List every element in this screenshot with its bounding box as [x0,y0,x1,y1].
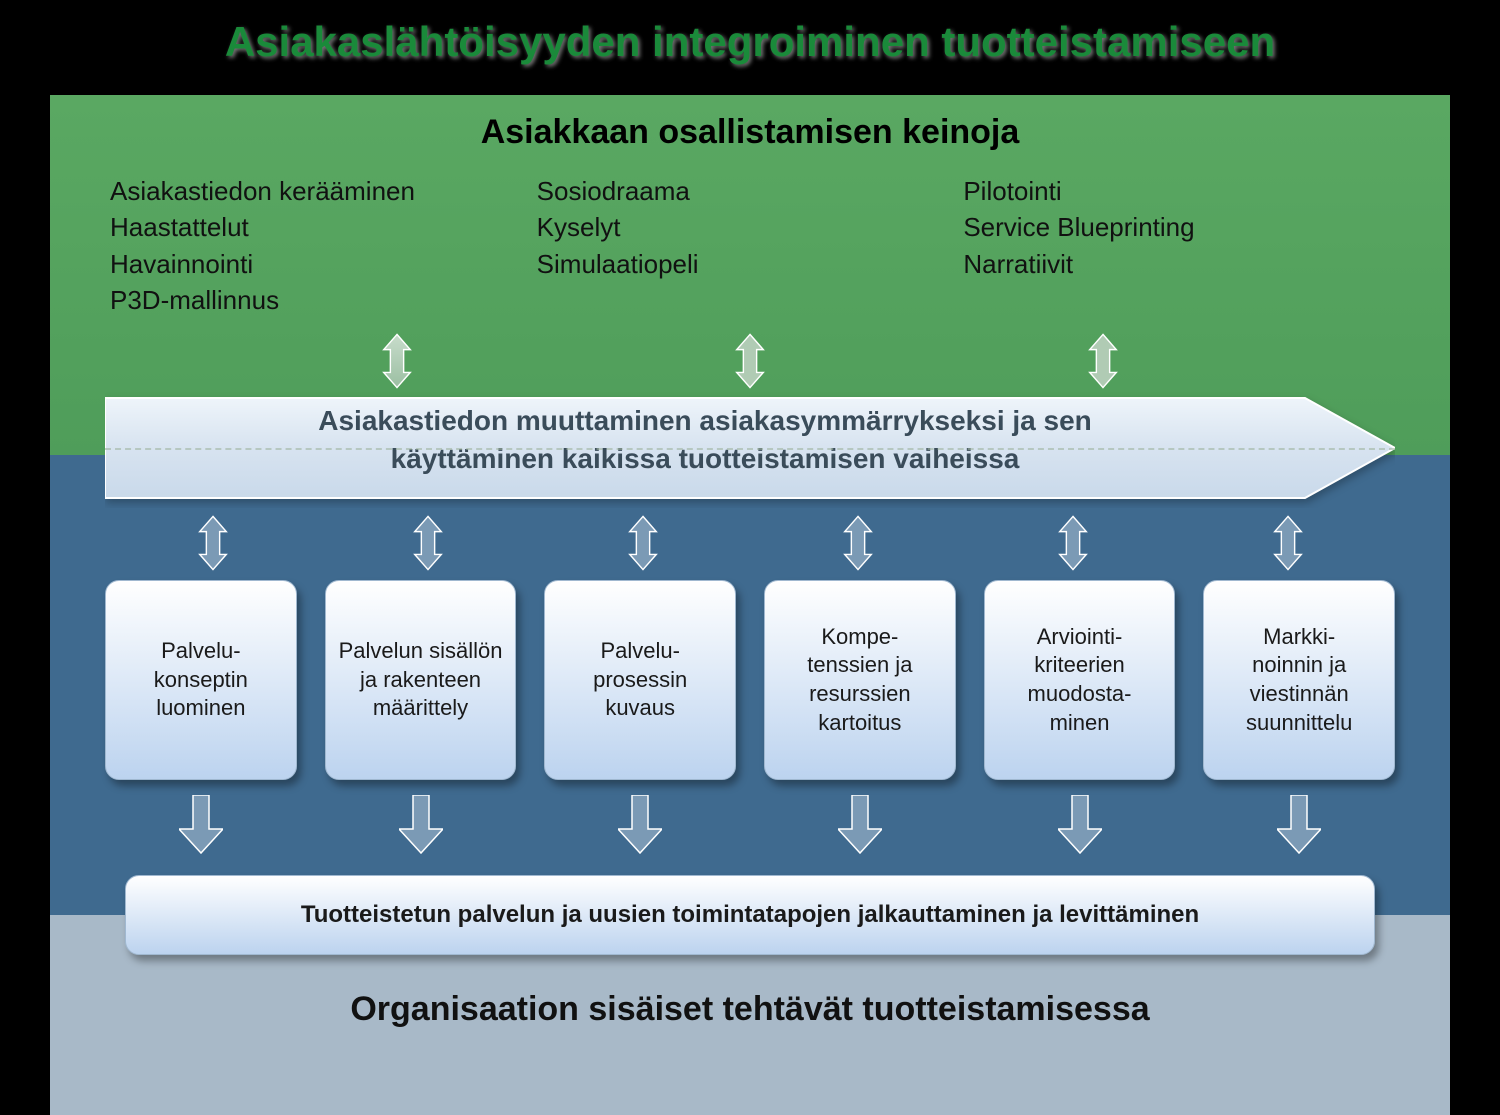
dashed-midline [105,448,1395,450]
down-arrow-icon [1277,795,1321,855]
page-title: Asiakaslähtöisyyden integroiminen tuotte… [0,0,1500,80]
diagram-container: Asiakkaan osallistamisen keinoja Asiakas… [50,95,1450,1075]
updown-arrow-icon [731,333,769,389]
method-item: Asiakastiedon kerääminen [110,173,537,209]
down-arrow-icon [1058,795,1102,855]
down-arrow-icon [399,795,443,855]
updown-arrow-icon [1269,515,1307,571]
process-card: Kompe-tenssien ja resurssien kartoitus [764,580,956,780]
updown-arrow-icon [1054,515,1092,571]
process-cards: Palvelu-konseptin luominen Palvelun sisä… [105,580,1395,780]
method-item: Kyselyt [537,209,964,245]
updown-arrow-icon [624,515,662,571]
wide-bar: Tuotteistetun palvelun ja uusien toimint… [125,875,1375,955]
method-item: Narratiivit [963,246,1390,282]
green-heading: Asiakkaan osallistamisen keinoja [50,113,1450,152]
down-arrow-icon [618,795,662,855]
updown-arrow-icon [194,515,232,571]
footer-heading: Organisaation sisäiset tehtävät tuotteis… [50,990,1450,1029]
updown-arrow-icon [839,515,877,571]
updown-arrow-icon [1084,333,1122,389]
method-item: P3D-mallinnus [110,282,537,318]
down-arrows [105,795,1395,855]
green-col-3: Pilotointi Service Blueprinting Narratii… [963,173,1390,319]
method-item: Haastattelut [110,209,537,245]
green-col-1: Asiakastiedon kerääminen Haastattelut Ha… [110,173,537,319]
band-line1: Asiakastiedon muuttaminen asiakasymmärry… [318,405,1092,436]
method-item: Pilotointi [963,173,1390,209]
updown-arrow-icon [378,333,416,389]
method-item: Service Blueprinting [963,209,1390,245]
method-item: Sosiodraama [537,173,964,209]
process-card: Markki-noinnin ja viestinnän suunnittelu [1203,580,1395,780]
bi-arrows-mid [50,515,1450,571]
green-col-2: Sosiodraama Kyselyt Simulaatiopeli [537,173,964,319]
green-columns: Asiakastiedon kerääminen Haastattelut Ha… [110,173,1390,319]
method-item: Simulaatiopeli [537,246,964,282]
down-arrow-icon [838,795,882,855]
down-arrow-icon [179,795,223,855]
process-card: Palvelu-prosessin kuvaus [544,580,736,780]
updown-arrow-icon [409,515,447,571]
bi-arrows-top [50,333,1450,389]
process-card: Arviointi-kriteerien muodosta-minen [984,580,1176,780]
process-card: Palvelu-konseptin luominen [105,580,297,780]
method-item: Havainnointi [110,246,537,282]
arrow-band-text: Asiakastiedon muuttaminen asiakasymmärry… [105,402,1305,478]
process-card: Palvelun sisällön ja rakenteen määrittel… [325,580,517,780]
